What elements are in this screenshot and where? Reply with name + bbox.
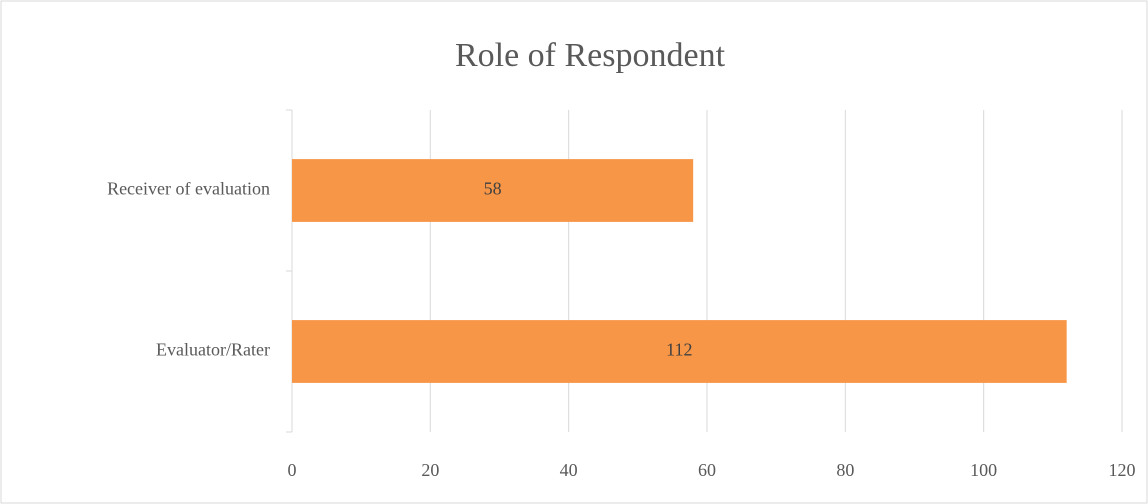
y-tick-label: Receiver of evaluation: [107, 179, 270, 199]
x-tick-label: 20: [421, 460, 439, 480]
bar: [292, 159, 694, 222]
x-tick-label: 120: [1109, 460, 1136, 480]
bar: [292, 320, 1067, 383]
y-tick-label: Evaluator/Rater: [156, 340, 270, 360]
value-label: 112: [666, 340, 692, 360]
x-tick-label: 60: [698, 460, 716, 480]
value-label: 58: [484, 179, 502, 199]
x-tick-label: 100: [970, 460, 997, 480]
x-tick-label: 80: [836, 460, 854, 480]
x-tick-label: 0: [288, 460, 297, 480]
chart-title: Role of Respondent: [455, 37, 726, 74]
x-tick-label: 40: [560, 460, 578, 480]
